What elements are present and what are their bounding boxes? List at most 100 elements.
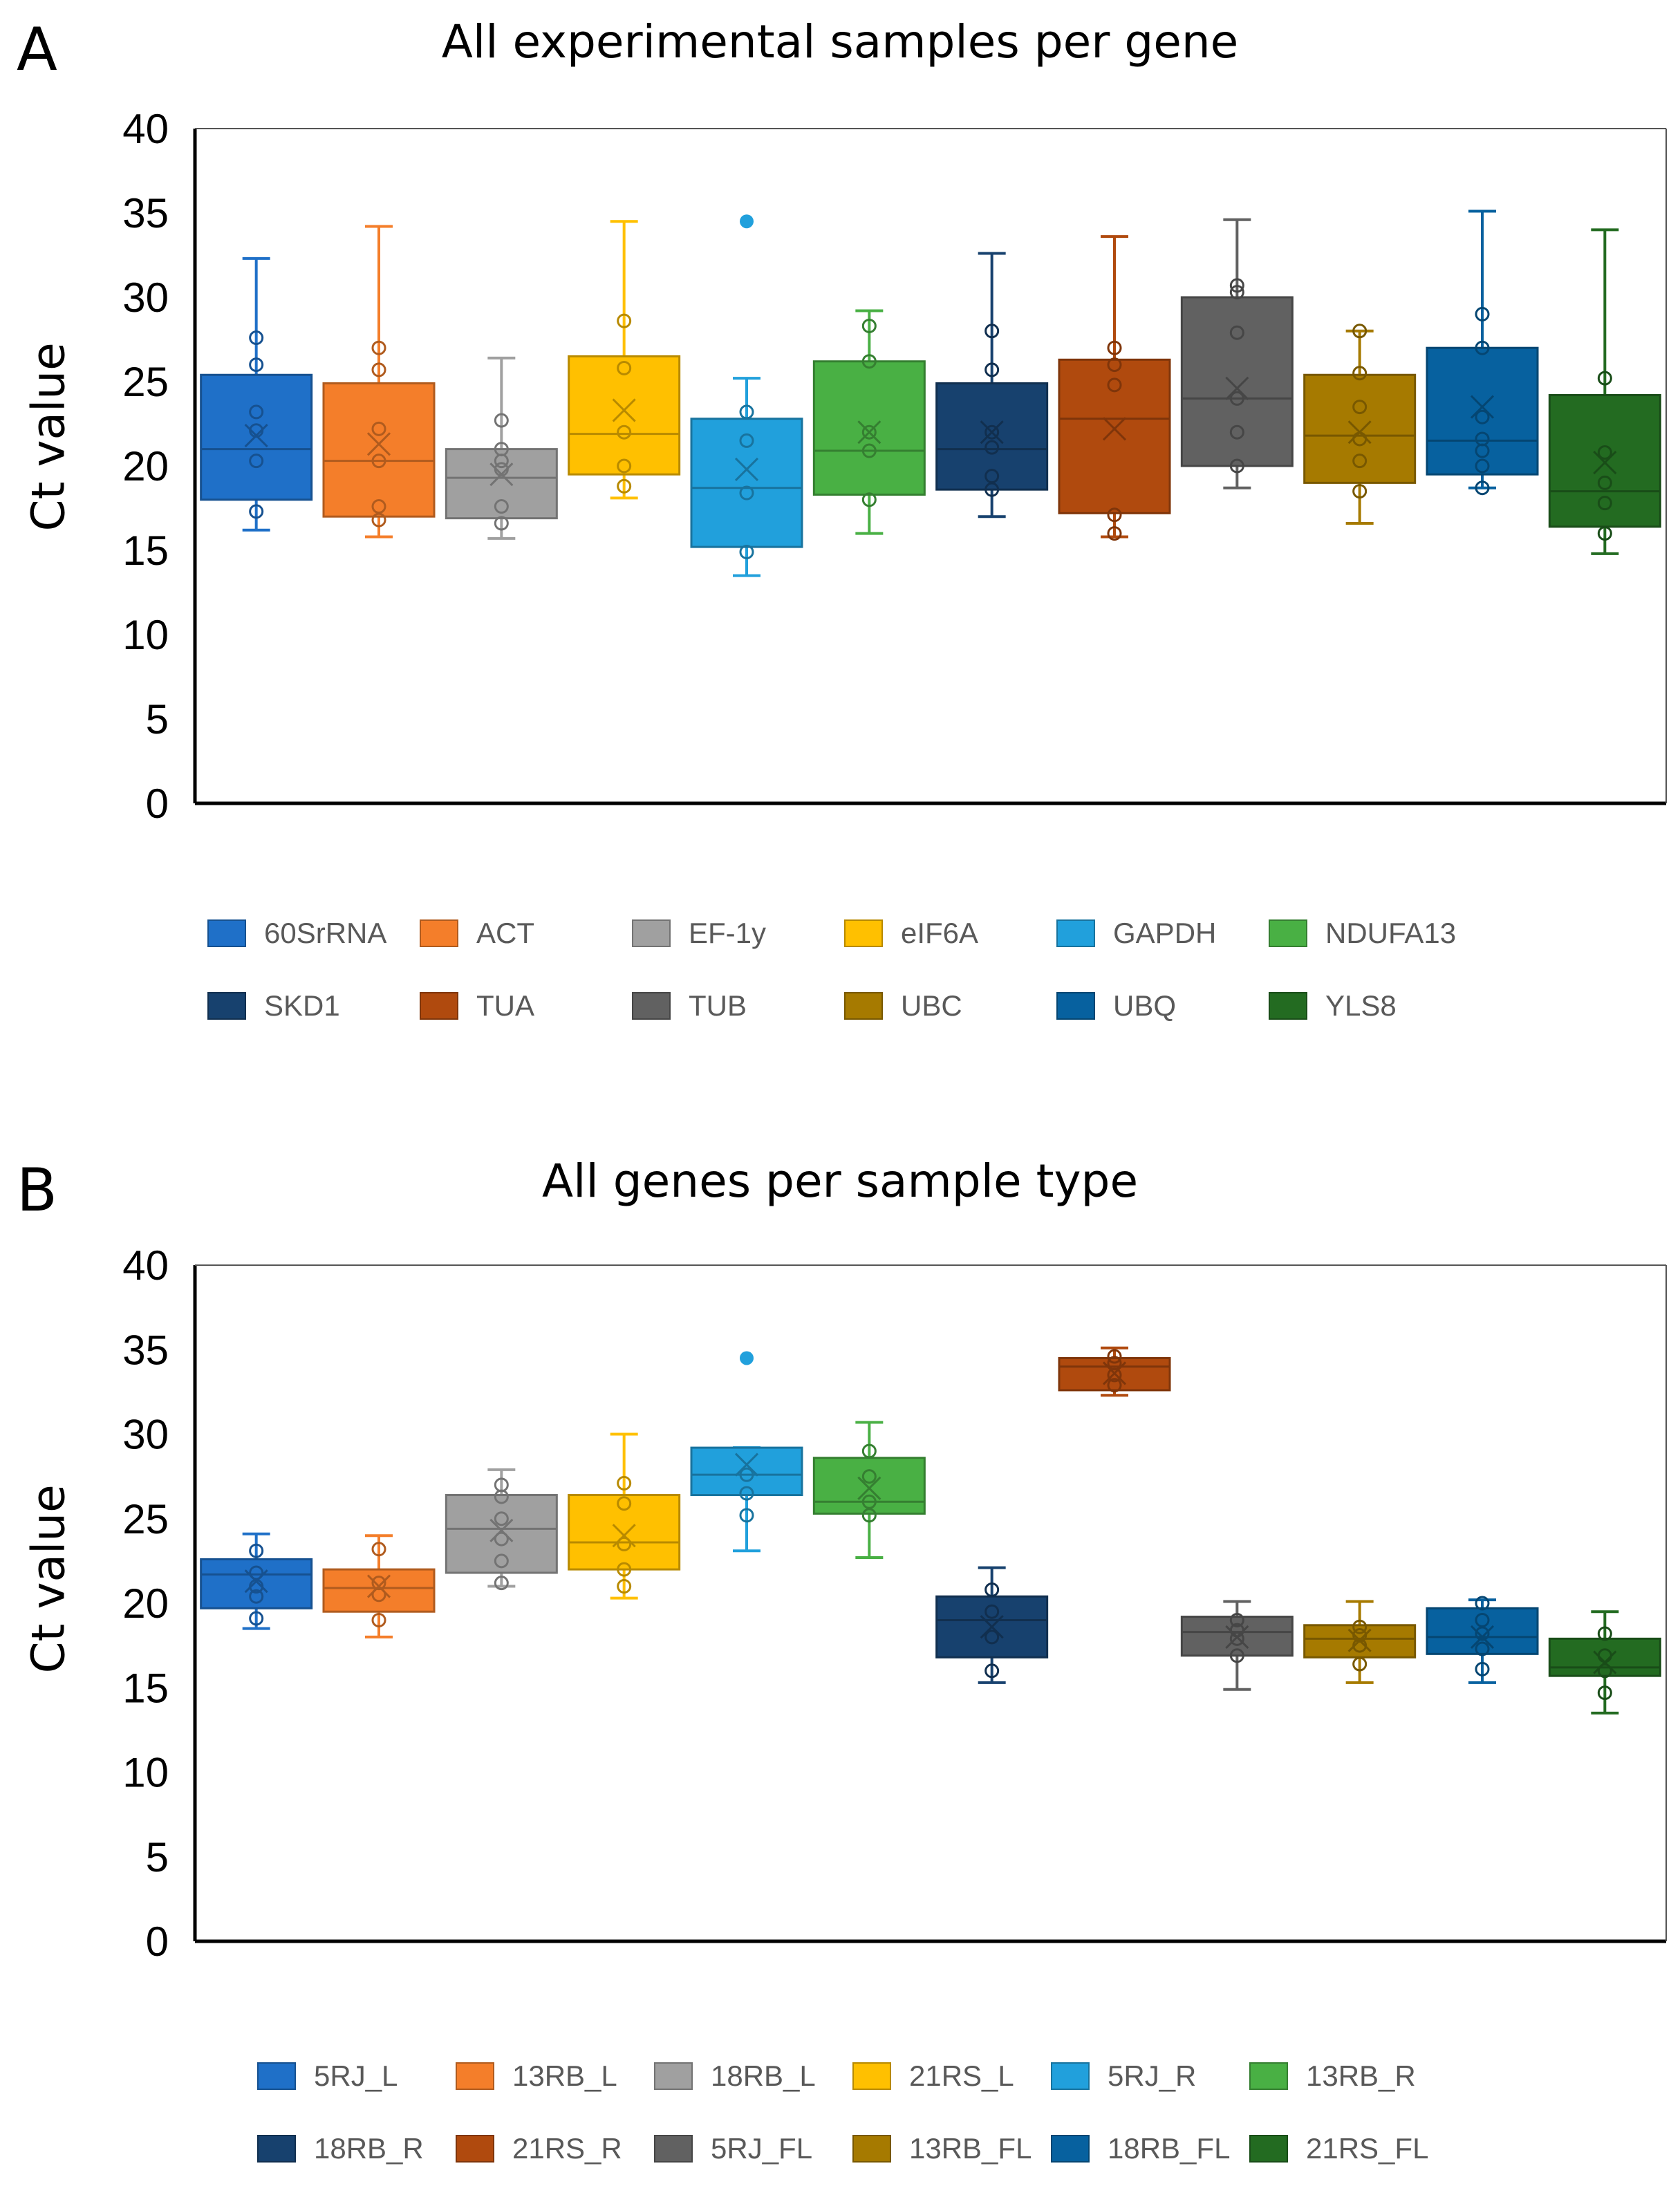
legend-label: TUA [476,989,534,1022]
legend-item-18RB_R: 18RB_R [257,2128,424,2169]
box-SKD1 [935,252,1049,519]
box-UBC [1303,324,1417,525]
box-iqr [322,382,436,518]
data-point [1597,445,1612,460]
box-YLS8 [1548,228,1661,555]
box-13RB_R [812,1421,926,1559]
y-tick-label: 20 [122,1580,169,1627]
legend-label: 13RB_R [1306,2059,1416,2092]
mean-marker [489,463,514,487]
legend-item-SKD1: SKD1 [207,985,340,1027]
legend-swatch [632,919,671,947]
data-point [861,318,877,333]
data-point [1475,1661,1490,1676]
legend-item-UBC: UBC [844,985,962,1027]
data-point [494,1511,509,1526]
data-point [739,1486,754,1501]
box-18RB_FL [1426,1596,1539,1684]
data-point [1475,431,1490,447]
data-point [1597,1626,1612,1641]
data-point [861,424,877,440]
legend-label: 18RB_R [314,2132,424,2165]
legend-swatch [456,2135,494,2163]
data-point [1107,1356,1122,1371]
data-point [1107,1349,1122,1364]
data-point [984,440,1000,455]
legend-label: 13RB_L [512,2059,617,2092]
mean-marker [1593,1650,1617,1674]
y-tick-label: 25 [122,1496,169,1542]
box-18RB_L [445,1468,558,1591]
panel-b-boxplot: 0 5 10 15 20 25 30 35 40 [122,1242,1667,1965]
data-point [861,1494,877,1509]
mean-marker [857,1476,881,1500]
y-tick-label: 0 [146,781,169,827]
legend-label: SKD1 [264,989,340,1022]
panel-a-letter: A [17,15,57,84]
panel-b-title: All genes per sample type [541,1155,1139,1208]
mean-marker [1102,1361,1127,1385]
data-point [249,504,264,519]
data-point [617,1496,632,1511]
data-point [371,1576,386,1591]
legend-label: 21RS_R [512,2132,622,2165]
legend-swatch [1056,919,1095,947]
data-point [1475,1641,1490,1656]
legend-swatch [1269,919,1307,947]
box-iqr [812,1457,926,1515]
data-point [1475,1612,1490,1627]
data-point [984,324,1000,339]
mean-marker [1470,1625,1495,1649]
legend-swatch [1056,992,1095,1020]
legend-label: 5RJ_R [1108,2059,1197,2092]
data-point [1107,340,1122,355]
y-tick-label: 40 [122,1242,169,1289]
legend-swatch [654,2135,693,2163]
legend-item-NDUFA13: NDUFA13 [1269,913,1456,954]
legend-item-13RB_FL: 13RB_FL [852,2128,1032,2169]
box-iqr [445,448,558,520]
data-point [371,499,386,514]
data-point [249,330,264,346]
mean-marker [1102,417,1127,441]
legend-label: EF-1y [689,917,767,949]
y-tick-label: 25 [122,359,169,405]
box-eIF6A [568,220,681,500]
data-point [861,354,877,369]
box-21RS_L [568,1432,681,1600]
legend-label: NDUFA13 [1325,917,1457,949]
legend-item-TUA: TUA [420,985,534,1027]
legend-item-21RS_L: 21RS_L [852,2055,1014,2097]
data-point [617,1579,632,1594]
data-point [249,1543,264,1558]
legend-swatch [420,992,458,1020]
data-point [1597,526,1612,541]
legend-item-ACT: ACT [420,913,534,954]
legend-label: YLS8 [1325,989,1397,1022]
legend-item-5RJ_L: 5RJ_L [257,2055,398,2097]
data-point [1597,371,1612,386]
data-point [371,362,386,377]
mean-marker [734,1453,759,1477]
box-iqr [1303,373,1417,484]
data-point [861,1444,877,1459]
legend-item-5RJ_FL: 5RJ_FL [654,2128,812,2169]
legend-item-TUB: TUB [632,985,747,1027]
data-point [1352,400,1368,415]
data-point [249,1611,264,1626]
data-point [984,1663,1000,1679]
data-point [1475,306,1490,321]
box-21RS_FL [1548,1610,1661,1715]
data-point [371,454,386,469]
legend-item-5RJ_R: 5RJ_R [1051,2055,1196,2097]
mean-marker [980,420,1004,445]
legend-item-21RS_FL: 21RS_FL [1249,2128,1428,2169]
data-point [984,1629,1000,1645]
y-tick-label: 40 [122,106,169,152]
legend-swatch [207,992,246,1020]
data-point [371,512,386,527]
mean-marker [1225,1625,1249,1649]
box-iqr [568,355,681,476]
legend-label: 5RJ_L [314,2059,398,2092]
box-EF-1y [445,356,558,540]
